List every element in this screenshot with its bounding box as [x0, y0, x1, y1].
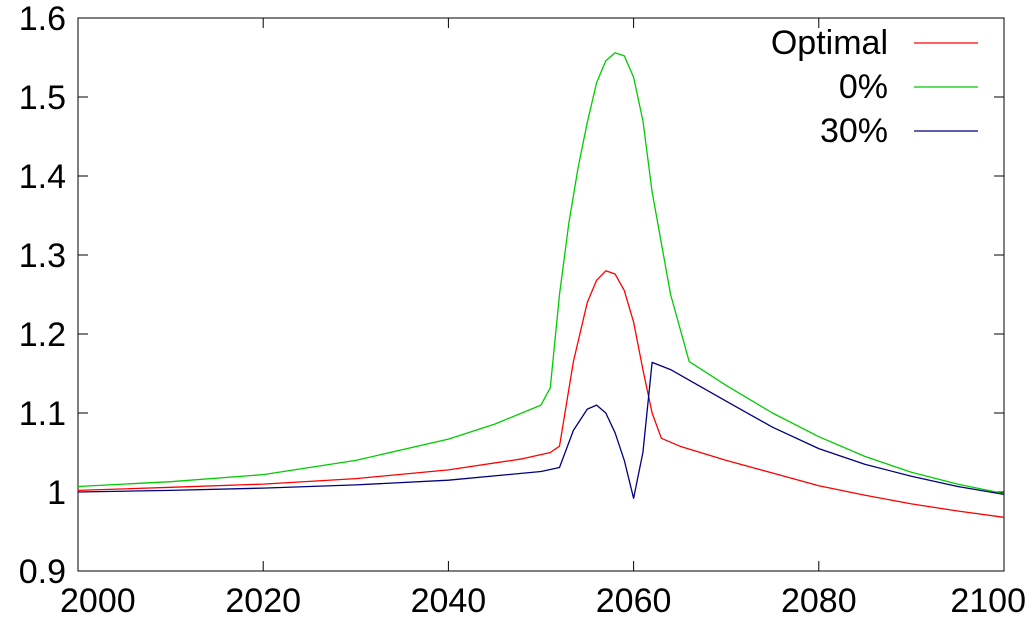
series-line-0pct	[77, 52, 1005, 495]
x-tick-label: 2080	[781, 582, 857, 618]
legend-label: 30%	[820, 112, 888, 150]
y-tick-label: 1.5	[19, 79, 66, 117]
legend: Optimal 0% 30%	[771, 24, 978, 150]
y-tick-label: 1.4	[19, 158, 66, 196]
legend-label: 0%	[839, 68, 888, 106]
series-lines	[77, 52, 1005, 518]
y-tick-label: 1.2	[19, 316, 66, 354]
x-tick-label: 2040	[411, 582, 487, 618]
y-tick-label: 1	[47, 474, 66, 512]
x-tick-label: 2020	[225, 582, 301, 618]
axis-ticks	[77, 17, 1005, 572]
series-line-30pct	[77, 361, 1005, 499]
series-line-optimal	[77, 270, 1005, 518]
y-tick-label: 1.1	[19, 395, 66, 433]
plot-frame	[77, 17, 1005, 572]
y-tick-label: 1.6	[19, 0, 66, 38]
x-tick-label: 2060	[596, 582, 672, 618]
x-tick-label: 2000	[60, 582, 136, 618]
x-tick-labels: 2000 2020 2040 2060 2080 2100	[60, 582, 1026, 618]
x-tick-label: 2100	[950, 582, 1026, 618]
y-tick-label: 0.9	[19, 553, 66, 591]
y-tick-label: 1.3	[19, 237, 66, 275]
y-tick-labels: 0.9 1 1.1 1.2 1.3 1.4 1.5 1.6	[19, 0, 66, 591]
legend-label: Optimal	[771, 24, 888, 62]
